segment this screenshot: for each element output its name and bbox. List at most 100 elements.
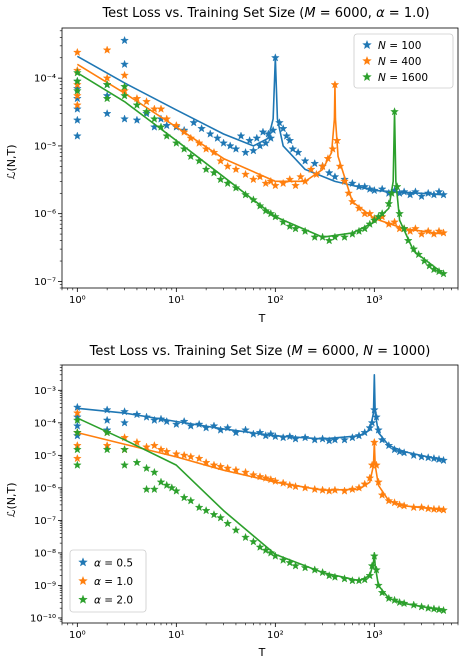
data-point bbox=[142, 442, 151, 451]
data-point bbox=[332, 135, 342, 145]
data-point bbox=[434, 226, 444, 235]
data-point bbox=[209, 510, 219, 519]
legend-marker bbox=[362, 39, 372, 50]
data-point bbox=[387, 188, 397, 197]
x-tick-label: 10⁰ bbox=[69, 630, 86, 641]
data-point bbox=[179, 450, 189, 460]
data-point bbox=[201, 144, 211, 153]
legend-label: N = 1600 bbox=[378, 72, 428, 84]
data-point bbox=[120, 35, 129, 45]
data-point bbox=[360, 479, 370, 488]
data-point bbox=[312, 169, 321, 179]
x-tick-label: 10² bbox=[267, 630, 284, 641]
data-point bbox=[291, 481, 300, 491]
data-point bbox=[395, 209, 404, 218]
data-point bbox=[417, 229, 426, 238]
data-point bbox=[162, 120, 172, 130]
data-point bbox=[171, 120, 181, 130]
data-point bbox=[291, 561, 300, 570]
data-point bbox=[348, 197, 357, 206]
data-point bbox=[261, 206, 271, 215]
y-tick-label: 10⁻¹⁰ bbox=[30, 613, 56, 624]
data-point bbox=[102, 80, 112, 89]
data-point bbox=[439, 228, 448, 237]
data-point bbox=[201, 423, 211, 432]
data-point bbox=[171, 449, 181, 458]
data-point bbox=[231, 525, 241, 534]
data-point bbox=[434, 454, 444, 464]
data-point bbox=[270, 551, 280, 560]
data-point bbox=[216, 462, 225, 471]
plot-area bbox=[72, 35, 448, 278]
data-point bbox=[405, 190, 415, 199]
data-point bbox=[261, 545, 271, 555]
data-point bbox=[377, 184, 387, 193]
data-point bbox=[360, 428, 370, 437]
data-point bbox=[162, 131, 172, 140]
data-point bbox=[120, 445, 129, 454]
data-point bbox=[231, 465, 241, 474]
data-point bbox=[186, 452, 196, 461]
data-point bbox=[120, 70, 129, 80]
data-point bbox=[249, 195, 258, 204]
data-point bbox=[434, 504, 444, 513]
data-point bbox=[241, 467, 250, 477]
data-point bbox=[209, 147, 219, 157]
data-point bbox=[365, 473, 375, 482]
data-point bbox=[354, 576, 364, 585]
data-point bbox=[249, 537, 258, 546]
data-point bbox=[102, 415, 112, 424]
data-point bbox=[72, 47, 82, 57]
data-point bbox=[285, 135, 295, 145]
data-point bbox=[255, 472, 265, 481]
data-point bbox=[348, 433, 357, 442]
y-tick-label: 10⁻⁶ bbox=[34, 209, 56, 220]
data-point bbox=[293, 147, 303, 157]
data-point bbox=[72, 131, 82, 140]
data-point bbox=[399, 501, 409, 510]
data-point bbox=[102, 405, 112, 414]
data-point bbox=[249, 429, 258, 438]
data-point bbox=[102, 445, 112, 454]
data-point bbox=[348, 576, 357, 585]
data-point bbox=[423, 226, 433, 235]
data-point bbox=[330, 80, 340, 89]
data-point bbox=[156, 414, 166, 423]
legend: α = 0.5 α = 1.0 α = 2.0 bbox=[69, 549, 147, 613]
data-point bbox=[300, 226, 310, 235]
data-point bbox=[162, 416, 172, 426]
data-point bbox=[270, 212, 280, 221]
data-point bbox=[194, 419, 204, 429]
data-point bbox=[213, 133, 222, 142]
x-tick-label: 10⁰ bbox=[69, 295, 86, 306]
data-point bbox=[142, 484, 151, 494]
data-point bbox=[249, 174, 258, 184]
data-point bbox=[201, 164, 211, 174]
data-point bbox=[162, 480, 172, 489]
legend-marker bbox=[78, 557, 88, 567]
data-point bbox=[278, 478, 288, 487]
data-point bbox=[300, 563, 310, 572]
data-point bbox=[354, 182, 364, 191]
data-point bbox=[318, 232, 327, 241]
data-point bbox=[365, 209, 375, 218]
data-point bbox=[201, 506, 211, 515]
data-point bbox=[270, 476, 280, 485]
data-point bbox=[288, 144, 298, 153]
data-point bbox=[209, 460, 219, 469]
data-point bbox=[255, 201, 265, 210]
data-point bbox=[201, 457, 211, 467]
data-point bbox=[439, 269, 448, 278]
y-tick-label: 10⁻⁶ bbox=[34, 483, 56, 494]
data-point bbox=[72, 68, 82, 77]
y-tick-label: 10⁻⁴ bbox=[34, 74, 56, 85]
data-point bbox=[150, 440, 159, 450]
data-point bbox=[403, 236, 413, 245]
data-point bbox=[429, 264, 439, 274]
data-point bbox=[241, 169, 250, 179]
data-point bbox=[417, 602, 426, 611]
data-point bbox=[429, 453, 439, 463]
data-point bbox=[374, 477, 383, 486]
data-point bbox=[258, 127, 268, 136]
